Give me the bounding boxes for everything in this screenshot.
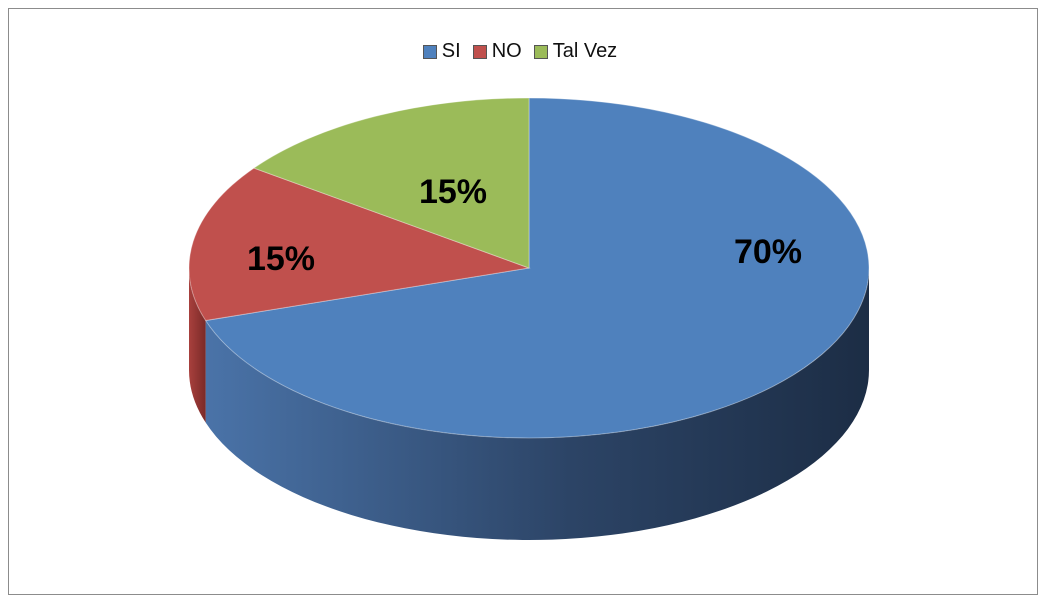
legend-swatch-tal-vez (533, 44, 548, 59)
pie-data-labels: 70% 15% 15% (247, 173, 802, 278)
legend-label-si: SI (441, 40, 461, 62)
pie-slice-tal-vez (252, 97, 530, 269)
legend: SI NO Tal Vez (0, 40, 1040, 63)
pie-slice-si (204, 97, 870, 439)
side-wall-si (205, 268, 870, 541)
legend-item-si: SI (422, 40, 461, 63)
data-label-tal-vez: 15% (419, 173, 487, 211)
side-wall-no (189, 268, 206, 423)
legend-label-tal-vez: Tal Vez (552, 40, 618, 62)
pie-side-walls (189, 268, 870, 541)
legend-label-no: NO (491, 40, 522, 62)
pie-slice-no (188, 167, 531, 322)
legend-swatch-no (472, 44, 487, 59)
pie-slices (188, 97, 870, 439)
data-label-no: 15% (247, 240, 315, 278)
legend-item-no: NO (472, 40, 522, 63)
legend-swatch-si (422, 44, 437, 59)
data-label-si: 70% (734, 233, 802, 271)
legend-item-tal-vez: Tal Vez (533, 40, 618, 63)
